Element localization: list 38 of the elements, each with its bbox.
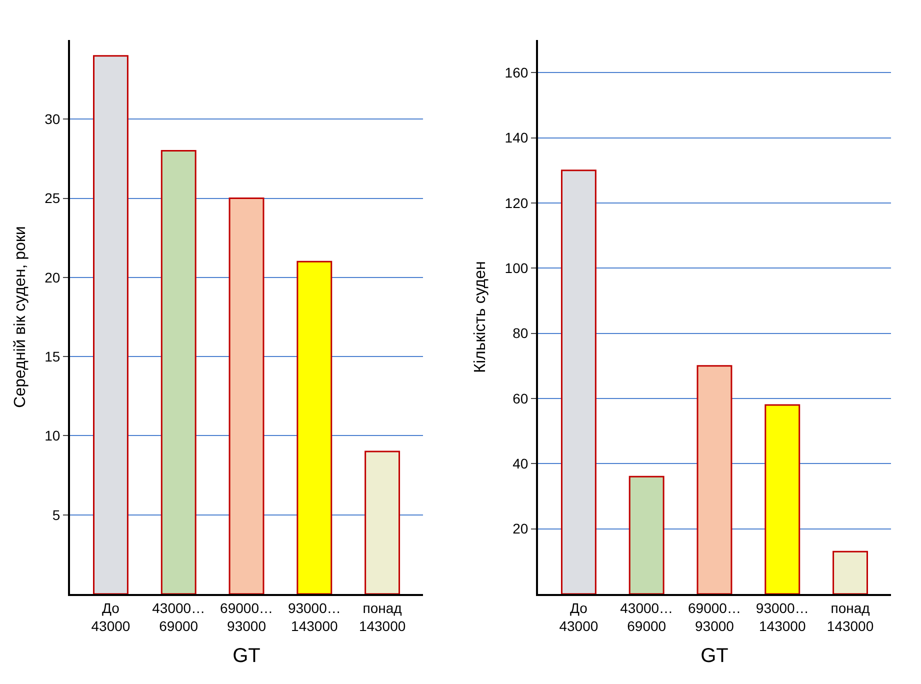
y-tick-label: 100 [504, 260, 528, 276]
x-tick-label: 43000… 69000 [620, 600, 674, 634]
y-tick-label: 60 [512, 390, 528, 406]
x-tick-label: До 43000 [559, 600, 598, 634]
x-tick-label: понад 143000 [826, 600, 874, 634]
x-axis-title: GT [232, 645, 260, 667]
y-tick-label: 80 [512, 325, 528, 342]
y-tick-label: 25 [44, 190, 60, 206]
bar [560, 170, 596, 594]
bar [832, 550, 868, 594]
y-tick-label: 140 [504, 130, 528, 146]
y-tick-label: 20 [44, 269, 60, 286]
x-tick-label: До 43000 [91, 600, 130, 634]
y-tick-label: 40 [512, 456, 528, 472]
x-tick-label: понад 143000 [358, 600, 406, 634]
bar [364, 450, 400, 594]
bar [764, 404, 800, 594]
x-tick-label: 43000… 69000 [152, 600, 206, 634]
y-tick-label: 120 [504, 194, 528, 211]
bar [228, 198, 264, 594]
y-axis-title: Кількість суден [472, 261, 490, 373]
bar [296, 260, 332, 594]
y-tick-label: 5 [52, 506, 60, 523]
x-tick-label: 93000… 143000 [756, 600, 809, 634]
y-tick-label: 20 [512, 520, 528, 537]
bar [160, 150, 196, 594]
y-tick-label: 15 [44, 348, 60, 364]
bar [696, 365, 732, 594]
x-tick-label: 69000… 93000 [688, 600, 741, 634]
y-axis-title: Середній вік суден, роки [12, 226, 30, 408]
x-tick-label: 93000… 143000 [288, 600, 341, 634]
x-axis-title: GT [700, 645, 728, 667]
bar [93, 55, 128, 594]
bar [628, 476, 664, 594]
y-tick-label: 160 [504, 64, 528, 80]
y-tick-label: 10 [44, 428, 60, 444]
y-tick-label: 30 [44, 111, 60, 128]
x-tick-label: 69000… 93000 [220, 600, 273, 634]
